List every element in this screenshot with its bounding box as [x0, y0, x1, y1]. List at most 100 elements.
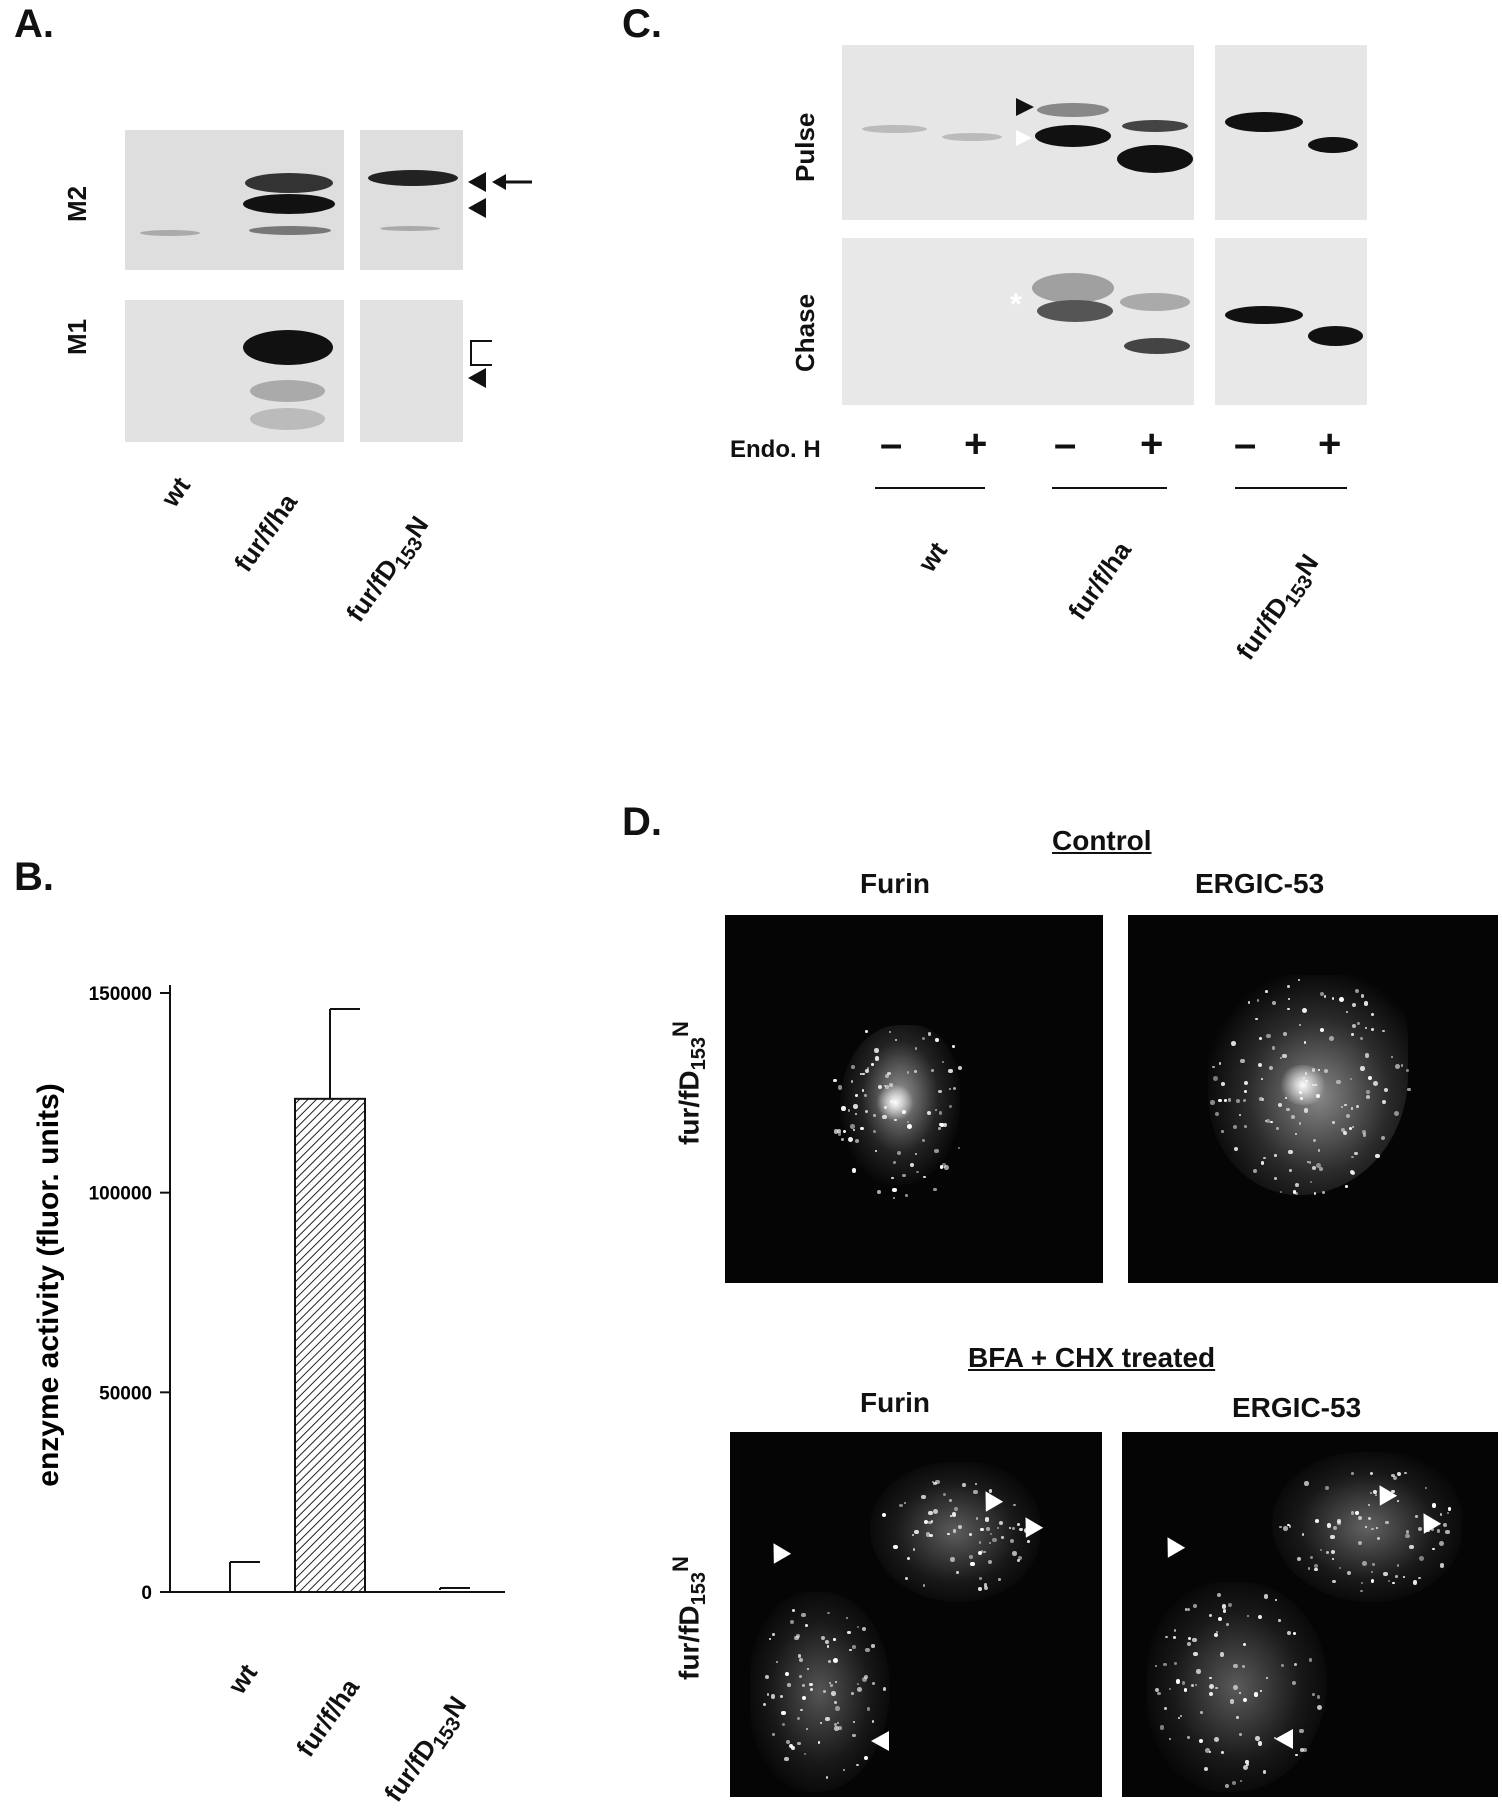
fluorescent-dot [1199, 1738, 1203, 1743]
fluorescent-dot [1157, 1691, 1161, 1696]
fluorescent-dot [1373, 1490, 1378, 1495]
fluorescent-dot [925, 1531, 931, 1537]
fluorescent-dot [1439, 1563, 1445, 1568]
fluorescent-dot [1302, 1747, 1307, 1753]
arrow-left-icon [492, 172, 532, 192]
fluorescent-dot [1409, 1544, 1414, 1549]
fluorescent-dot [1375, 1526, 1379, 1530]
fluorescent-dot [953, 1087, 957, 1091]
fluorescent-dot [865, 1109, 869, 1113]
fluorescent-dot [832, 1658, 838, 1663]
fluorescent-dot [1344, 1104, 1347, 1107]
fluorescent-dot [764, 1675, 769, 1679]
fluorescent-dot [849, 1124, 855, 1129]
fluorescent-dot [800, 1708, 803, 1712]
fluorescent-dot [1345, 1113, 1351, 1119]
fluorescent-dot [1291, 1681, 1297, 1686]
row-label-treated: fur/fD153N [668, 1556, 711, 1680]
fluorescent-dot [833, 1723, 837, 1726]
fluorescent-dot [1232, 1124, 1237, 1130]
fluorescent-dot [902, 1173, 906, 1178]
fluorescent-dot [915, 1170, 919, 1174]
fluorescent-dot [1326, 1523, 1332, 1529]
fluorescent-dot [1287, 1631, 1292, 1636]
fluorescent-dot [840, 1137, 844, 1141]
fluorescent-dot [861, 1626, 866, 1631]
fluorescent-dot [1305, 1079, 1308, 1083]
fluorescent-dot [1332, 1121, 1336, 1124]
col-label-furin-top: Furin [860, 868, 930, 899]
band [1308, 326, 1363, 346]
fluorescent-dot [1374, 1494, 1378, 1497]
fluorescent-dot [1192, 1603, 1198, 1609]
fluorescent-dot [1217, 1616, 1222, 1621]
fluorescent-dot [1358, 1541, 1363, 1546]
fluorescent-dot [810, 1688, 813, 1691]
fluorescent-dot [915, 1153, 918, 1156]
fluorescent-dot [1312, 1083, 1315, 1087]
fluorescent-dot [1173, 1629, 1177, 1632]
band [368, 170, 458, 186]
fluorescent-dot [856, 1763, 859, 1766]
fluorescent-dot [1338, 1566, 1342, 1570]
fluorescent-dot [1383, 1571, 1389, 1577]
fluorescent-dot [1261, 1098, 1265, 1102]
fluorescent-dot [928, 1510, 933, 1516]
fluorescent-dot [1316, 1163, 1322, 1168]
fluorescent-dot [942, 1493, 946, 1497]
fluorescent-dot [907, 1124, 912, 1129]
fluorescent-dot [1296, 1556, 1301, 1561]
fluorescent-dot [866, 1706, 871, 1711]
y-ticks: 0 50000 100000 150000 [89, 984, 170, 1604]
fluorescent-dot [1341, 1105, 1344, 1108]
fluorescent-dot [799, 1675, 803, 1679]
fluorescent-dot [980, 1549, 984, 1553]
fluorescent-dot [1313, 1563, 1318, 1568]
fluorescent-dot [983, 1550, 986, 1553]
fluorescent-dot [1351, 1032, 1355, 1036]
fluorescent-dot [1300, 1748, 1304, 1752]
fluorescent-dot [1287, 997, 1290, 1000]
fluorescent-dot [1165, 1635, 1168, 1639]
sign-1: – [880, 422, 903, 466]
fluorescent-dot [894, 1118, 897, 1121]
fluorescent-dot [776, 1660, 779, 1663]
fluorescent-dot [1288, 1524, 1292, 1528]
fluorescent-dot [1292, 1631, 1296, 1635]
fluorescent-dot [865, 1030, 868, 1033]
fluorescent-dot [1260, 1161, 1265, 1165]
fluorescent-dot [1331, 997, 1334, 1000]
fluorescent-dot [1312, 1693, 1315, 1696]
fluorescent-dot [1274, 1736, 1277, 1740]
group-label-fur-f-ha: fur/f/ha [1062, 535, 1138, 626]
blot-a-m1-left [125, 300, 344, 442]
fluorescent-dot [1298, 1122, 1301, 1125]
fluorescent-dot [941, 1163, 947, 1168]
fluorescent-dot [1299, 1023, 1302, 1026]
fluorescent-dot [784, 1672, 789, 1677]
fluorescent-dot [984, 1585, 989, 1590]
fluorescent-dot [1418, 1555, 1424, 1561]
fluorescent-dot [838, 1726, 842, 1730]
blot-a-m2-right [360, 130, 463, 270]
fluorescent-dot [1019, 1527, 1024, 1532]
fluorescent-dot [934, 1479, 940, 1485]
fluorescent-dot [834, 1681, 837, 1684]
fluorescent-dot [1275, 1598, 1278, 1601]
lane-label-fur-fd153n: fur/fD153N [340, 510, 439, 630]
fluorescent-dot [1397, 1499, 1400, 1502]
fluorescent-dot [872, 1130, 876, 1134]
fluorescent-dot [1238, 1733, 1242, 1737]
fluorescent-dot [1370, 1579, 1374, 1583]
fluorescent-dot [1268, 1065, 1274, 1071]
fluorescent-dot [1417, 1527, 1422, 1532]
fluorescent-dot [1183, 1688, 1187, 1692]
fluorescent-dot [1257, 1741, 1263, 1747]
fluorescent-dot [779, 1695, 783, 1699]
fluorescent-dot [1216, 1592, 1222, 1597]
fluorescent-dot [804, 1623, 809, 1628]
fluorescent-dot [1352, 1023, 1357, 1029]
fluorescent-dot [1412, 1580, 1418, 1585]
fluorescent-dot [1319, 991, 1324, 996]
fluorescent-dot [803, 1752, 807, 1756]
